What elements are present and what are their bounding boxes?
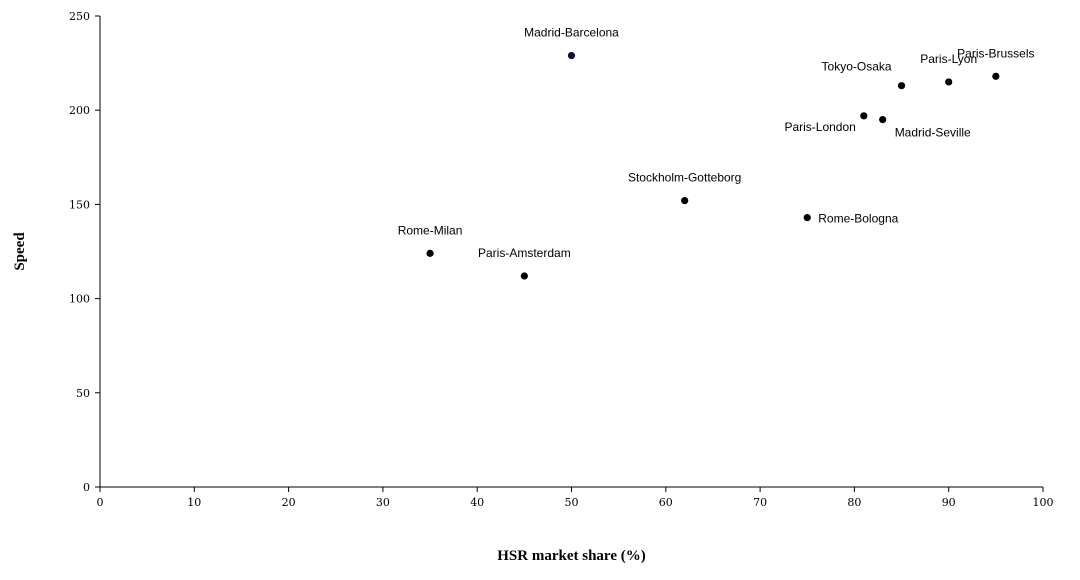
data-point (992, 73, 999, 80)
x-tick-label: 90 (942, 496, 956, 509)
x-tick-label: 100 (1033, 496, 1054, 509)
data-point (898, 82, 905, 89)
point-label: Paris-London (784, 120, 855, 134)
point-label: Stockholm-Gotteborg (628, 171, 741, 185)
data-point (879, 116, 886, 123)
x-tick-label: 50 (565, 496, 579, 509)
point-label: Paris-Amsterdam (478, 246, 571, 260)
y-tick-label: 200 (69, 104, 90, 117)
point-label: Madrid-Barcelona (524, 26, 619, 40)
data-point (521, 272, 528, 279)
data-point (568, 52, 575, 59)
x-tick-label: 0 (97, 496, 104, 509)
x-tick-label: 30 (376, 496, 390, 509)
point-label: Paris-Brussels (957, 46, 1034, 60)
data-point (426, 250, 433, 257)
point-label: Rome-Milan (398, 223, 463, 237)
x-tick-label: 10 (187, 496, 201, 509)
point-label: Madrid-Seville (895, 126, 971, 140)
y-tick-label: 250 (69, 10, 90, 23)
y-tick-label: 0 (83, 481, 90, 494)
data-point (945, 78, 952, 85)
y-axis-ticks: 0 50 100 150 200 250 (69, 10, 100, 494)
x-axis-title: HSR market share (%) (497, 548, 645, 564)
x-tick-label: 40 (470, 496, 484, 509)
point-label: Rome-Bologna (818, 212, 898, 226)
point-label: Tokyo-Osaka (822, 60, 892, 74)
x-tick-label: 80 (847, 496, 861, 509)
x-tick-label: 20 (282, 496, 296, 509)
point-labels: Madrid-BarcelonaTokyo-OsakaParis-LyonPar… (398, 26, 1035, 260)
y-tick-label: 150 (69, 198, 90, 211)
x-tick-label: 60 (659, 496, 673, 509)
data-point (804, 214, 811, 221)
data-point (681, 197, 688, 204)
y-tick-label: 50 (76, 387, 90, 400)
data-point (860, 112, 867, 119)
x-axis-ticks: 0 10 20 30 40 50 60 70 80 90 100 (97, 487, 1054, 509)
y-axis-title: Speed (12, 232, 28, 271)
x-tick-label: 70 (753, 496, 767, 509)
y-tick-label: 100 (69, 293, 90, 306)
